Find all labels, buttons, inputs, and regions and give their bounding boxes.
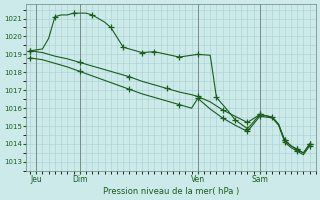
X-axis label: Pression niveau de la mer( hPa ): Pression niveau de la mer( hPa ): [103, 187, 239, 196]
